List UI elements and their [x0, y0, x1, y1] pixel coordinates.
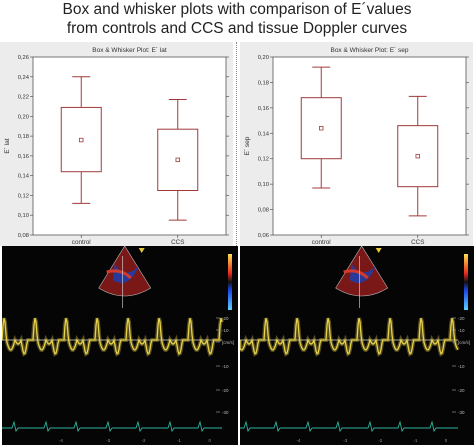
velocity-tick-label: -30: [222, 410, 229, 415]
tissue-doppler-septal-image: -20-10[cm/s]-10-20-30-4 -3 -2 -1 0: [240, 246, 470, 443]
y-tick-label: 0,10: [18, 213, 29, 219]
color-doppler-sector: [335, 246, 389, 297]
figure-title-line-2: from controls and CCS and tissue Doppler…: [66, 20, 408, 37]
y-tick-label: 0,10: [258, 182, 269, 188]
chart-title: Box & Whisker Plot: E´ lat: [92, 47, 167, 54]
figure-title: Box and whisker plots with comparison of…: [0, 0, 474, 38]
color-doppler-red-region: [106, 269, 132, 280]
velocity-tick-label: [cm/s]: [222, 340, 234, 345]
velocity-tick-label: -20: [458, 388, 465, 393]
velocity-tick-label: [cm/s]: [458, 340, 470, 345]
mean-marker: [79, 137, 84, 143]
tissue-doppler-lateral-image: -20-10[cm/s]-10-20-30-4 -3 -2 -1 0: [2, 246, 234, 443]
y-tick-label: 0,12: [18, 193, 29, 199]
x-tick-label: control: [312, 239, 331, 246]
y-tick-label: 0,08: [258, 208, 269, 214]
doppler-spectrum-waveform: [240, 318, 459, 355]
time-mark: -4: [59, 438, 63, 443]
velocity-tick-label: -10: [222, 328, 229, 333]
velocity-tick-label: -10: [458, 328, 465, 333]
y-tick-label: 0,24: [18, 75, 30, 81]
time-mark: 0: [209, 438, 212, 443]
time-mark: -1: [414, 438, 418, 443]
mean-marker: [319, 126, 324, 131]
tissue-doppler-lateral: -20 -10 [cm/s] -10 -20 -30 -4 -3 -2 -1 0: [2, 246, 238, 445]
y-axis-label: E´ sep: [244, 136, 251, 155]
y-tick-label: 0,18: [18, 134, 29, 140]
time-mark: -2: [142, 438, 146, 443]
box-plot-e-sep: Box & Whisker Plot: E´ sep E´ sep 0,06 0,08…: [244, 47, 469, 246]
y-tick-label: 0,18: [258, 80, 269, 86]
box-control: [60, 106, 102, 173]
velocity-tick-label: -10: [222, 364, 229, 369]
x-tick-label: CCS: [171, 239, 184, 246]
box-plot-e-sep-panel: Box & Whisker Plot: E´ sep E´ sep 0,06 0,08…: [240, 42, 473, 246]
x-tick-label: control: [72, 239, 91, 246]
color-doppler-sector: [98, 246, 152, 297]
y-tick-label: 0,16: [258, 106, 269, 112]
probe-marker: [375, 248, 382, 253]
ecg-trace: [240, 420, 458, 433]
time-mark: -3: [343, 438, 347, 443]
mean-marker: [415, 153, 420, 159]
doppler-spectrum-waveform: [2, 318, 223, 355]
y-tick-label: 0,22: [18, 95, 29, 101]
box-plot-e-lat: Box & Whisker Plot: E´ lat E´ lat 0,08 0,10…: [4, 47, 229, 246]
velocity-tick-label: -30: [458, 410, 465, 415]
y-tick-label: 0,06: [258, 233, 269, 239]
ecg-trace: [2, 420, 222, 433]
y-tick-label: 0,14: [18, 174, 30, 180]
y-tick-label: 0,20: [258, 55, 269, 61]
y-tick-label: 0,16: [18, 154, 29, 160]
color-scale-bar: [464, 254, 468, 310]
velocity-tick-label: -20: [222, 388, 229, 393]
time-mark: -3: [106, 438, 110, 443]
time-mark: -4: [297, 438, 301, 443]
box-plot-e-lat-panel: Box & Whisker Plot: E´ lat E´ lat 0,08 0,10…: [0, 42, 233, 246]
tissue-doppler-septal: -20 -10 [cm/s] -10 -20 -30 -4 -3 -2 -1 0: [240, 246, 474, 445]
velocity-tick-label: -10: [458, 364, 465, 369]
probe-marker: [138, 248, 145, 253]
chart-title: Box & Whisker Plot: E´ sep: [330, 47, 408, 54]
time-mark: -1: [177, 438, 181, 443]
panel-divider: [236, 42, 238, 442]
time-mark: 0: [445, 438, 448, 443]
y-tick-label: 0,08: [18, 233, 29, 239]
y-axis-label: E´ lat: [4, 138, 11, 153]
figure-title-line-1: Box and whisker plots with comparison of…: [62, 1, 412, 18]
doppler-spectrum-glow: [240, 317, 460, 357]
color-doppler-red-region: [343, 269, 369, 280]
y-tick-label: 0,12: [258, 157, 269, 163]
y-tick-label: 0,20: [18, 114, 29, 120]
color-scale-bar: [228, 254, 232, 310]
x-tick-label: CCS: [411, 239, 424, 246]
y-tick-label: 0,26: [18, 55, 29, 61]
time-mark: -2: [379, 438, 383, 443]
mean-marker: [175, 157, 180, 163]
velocity-tick-label: -20: [222, 316, 229, 321]
velocity-tick-label: -20: [458, 316, 465, 321]
y-tick-label: 0,14: [258, 131, 270, 137]
